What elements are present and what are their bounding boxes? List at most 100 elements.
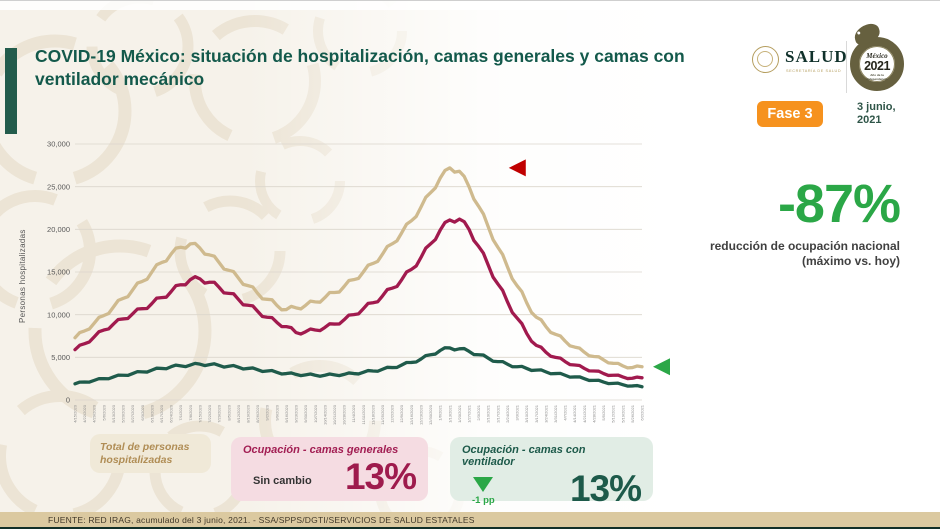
serpent-ring-icon bbox=[850, 37, 904, 91]
title-accent-bar bbox=[5, 48, 17, 134]
svg-text:1/13/2021: 1/13/2021 bbox=[447, 404, 452, 423]
svg-text:4/7/2021: 4/7/2021 bbox=[563, 404, 568, 420]
svg-text:5/26/2021: 5/26/2021 bbox=[630, 404, 635, 423]
svg-text:7/15/2020: 7/15/2020 bbox=[197, 404, 202, 423]
svg-text:10/14/2020: 10/14/2020 bbox=[322, 404, 327, 425]
svg-text:11/18/2020: 11/18/2020 bbox=[370, 404, 375, 424]
svg-text:5/19/2021: 5/19/2021 bbox=[620, 404, 625, 423]
page-title: COVID-19 México: situación de hospitaliz… bbox=[35, 46, 685, 90]
svg-text:15,000: 15,000 bbox=[47, 268, 70, 277]
svg-text:10/7/2020: 10/7/2020 bbox=[313, 404, 318, 423]
card-ventilator-value: 13% bbox=[569, 468, 642, 509]
eagle-seal-icon bbox=[752, 46, 779, 73]
y-axis-title: Personas hospitalizadas bbox=[18, 229, 27, 323]
svg-text:6/2/2021: 6/2/2021 bbox=[640, 404, 645, 420]
svg-text:7/8/2020: 7/8/2020 bbox=[188, 404, 193, 420]
chart-canvas: 0 5,000 10,000 15,000 20,000 25,000 30,000 4/15… bbox=[47, 140, 670, 425]
independence-label: Año de la Independencia bbox=[866, 72, 888, 81]
svg-text:5/5/2021: 5/5/2021 bbox=[601, 404, 606, 420]
svg-text:12/30/2020: 12/30/2020 bbox=[428, 404, 433, 425]
svg-text:8/12/2020: 8/12/2020 bbox=[236, 404, 241, 423]
logo-divider bbox=[846, 41, 847, 93]
svg-text:25,000: 25,000 bbox=[47, 182, 70, 191]
top-strip bbox=[0, 1, 940, 10]
card-total-title: Total de personas hospitalizadas bbox=[100, 441, 190, 467]
svg-text:4/15/2020: 4/15/2020 bbox=[73, 404, 78, 423]
bottom-accent-bar bbox=[0, 527, 940, 529]
svg-text:2/17/2021: 2/17/2021 bbox=[495, 404, 500, 423]
svg-text:9/23/2020: 9/23/2020 bbox=[294, 404, 299, 423]
reduction-caption-line2: (máximo vs. hoy) bbox=[801, 254, 900, 269]
svg-text:5/20/2020: 5/20/2020 bbox=[121, 404, 126, 423]
svg-text:6/10/2020: 6/10/2020 bbox=[149, 404, 154, 423]
svg-text:11/11/2020: 11/11/2020 bbox=[361, 404, 366, 424]
report-date-line1: 3 junio, bbox=[857, 101, 896, 113]
svg-text:30,000: 30,000 bbox=[47, 141, 70, 149]
phase-badge: Fase 3 bbox=[757, 101, 823, 127]
svg-text:12/9/2020: 12/9/2020 bbox=[399, 404, 404, 423]
report-date-line2: 2021 bbox=[857, 113, 882, 126]
card-ventilator-title: Ocupación - camas con ventilador bbox=[462, 444, 586, 468]
salud-wordmark: SALUD bbox=[785, 47, 848, 66]
svg-text:10/28/2020: 10/28/2020 bbox=[342, 404, 347, 425]
triangle-left-marker bbox=[653, 358, 670, 376]
salud-logo: SALUD SECRETARÍA DE SALUD bbox=[752, 45, 848, 85]
card-general-value: 13% bbox=[344, 456, 417, 497]
triangle-left-marker bbox=[508, 159, 526, 177]
svg-text:4/21/2021: 4/21/2021 bbox=[582, 404, 587, 423]
reduction-caption: reducción de ocupación nacional (máximo … bbox=[640, 239, 900, 269]
svg-text:6/24/2020: 6/24/2020 bbox=[169, 404, 174, 423]
svg-text:9/30/2020: 9/30/2020 bbox=[303, 404, 308, 423]
svg-text:6/3/2020: 6/3/2020 bbox=[140, 404, 145, 420]
card-ventilator-change-label: -1 pp bbox=[472, 495, 495, 506]
svg-text:12/16/2020: 12/16/2020 bbox=[409, 404, 414, 425]
report-date: 3 junio, 2021 bbox=[857, 101, 896, 126]
svg-text:5/13/2020: 5/13/2020 bbox=[111, 404, 116, 423]
svg-text:20,000: 20,000 bbox=[47, 225, 70, 234]
svg-text:11/4/2020: 11/4/2020 bbox=[351, 404, 356, 422]
svg-text:4/28/2021: 4/28/2021 bbox=[591, 404, 596, 423]
svg-text:5,000: 5,000 bbox=[51, 353, 70, 362]
svg-text:1/20/2021: 1/20/2021 bbox=[457, 404, 462, 423]
card-ventilator-change: -1 pp bbox=[472, 477, 495, 506]
svg-text:8/19/2020: 8/19/2020 bbox=[245, 404, 250, 423]
card-general-change: Sin cambio bbox=[253, 475, 312, 487]
svg-text:3/10/2021: 3/10/2021 bbox=[524, 404, 529, 423]
svg-text:2/24/2021: 2/24/2021 bbox=[505, 404, 510, 423]
svg-text:10/21/2020: 10/21/2020 bbox=[332, 404, 337, 425]
hospitalization-trend-chart: 0 5,000 10,000 15,000 20,000 25,000 30,000 4/15… bbox=[45, 140, 705, 441]
mexico-2021-logo: México 2021 Año de la Independencia bbox=[848, 21, 910, 99]
svg-text:0: 0 bbox=[66, 396, 70, 405]
svg-text:6/17/2020: 6/17/2020 bbox=[159, 404, 164, 423]
svg-text:12/2/2020: 12/2/2020 bbox=[390, 404, 395, 423]
svg-text:7/1/2020: 7/1/2020 bbox=[178, 404, 183, 420]
svg-text:5/6/2020: 5/6/2020 bbox=[101, 404, 106, 420]
mexico-label: México bbox=[866, 52, 888, 60]
svg-text:4/29/2020: 4/29/2020 bbox=[92, 404, 97, 423]
card-total-hospitalized: Total de personas hospitalizadas bbox=[90, 434, 211, 473]
card-general-beds: Ocupación - camas generales Sin cambio 1… bbox=[231, 437, 428, 501]
source-text: FUENTE: RED IRAG, acumulado del 3 junio,… bbox=[48, 514, 475, 525]
svg-text:5/12/2021: 5/12/2021 bbox=[611, 404, 616, 423]
svg-text:1/6/2021: 1/6/2021 bbox=[438, 404, 443, 420]
svg-text:2/10/2021: 2/10/2021 bbox=[486, 404, 491, 423]
svg-text:2/3/2021: 2/3/2021 bbox=[476, 404, 481, 420]
footer-bar: FUENTE: RED IRAG, acumulado del 3 junio,… bbox=[0, 512, 940, 527]
svg-text:1/27/2021: 1/27/2021 bbox=[467, 404, 472, 423]
svg-text:4/14/2021: 4/14/2021 bbox=[572, 404, 577, 423]
svg-text:3/24/2021: 3/24/2021 bbox=[543, 404, 548, 423]
svg-text:4/22/2020: 4/22/2020 bbox=[82, 404, 87, 423]
svg-text:3/3/2021: 3/3/2021 bbox=[515, 404, 520, 420]
svg-text:9/16/2020: 9/16/2020 bbox=[284, 404, 289, 423]
svg-text:8/5/2020: 8/5/2020 bbox=[226, 404, 231, 420]
year-label: 2021 bbox=[864, 59, 890, 73]
svg-text:3/31/2021: 3/31/2021 bbox=[553, 404, 558, 423]
card-ventilator-beds: Ocupación - camas con ventilador -1 pp 1… bbox=[450, 437, 653, 507]
triangle-down-icon bbox=[473, 477, 494, 492]
svg-text:9/2/2020: 9/2/2020 bbox=[265, 404, 270, 420]
svg-text:7/29/2020: 7/29/2020 bbox=[217, 404, 222, 423]
salud-subtitle: SECRETARÍA DE SALUD bbox=[786, 69, 842, 73]
svg-text:7/22/2020: 7/22/2020 bbox=[207, 404, 212, 423]
svg-text:11/25/2020: 11/25/2020 bbox=[380, 404, 385, 424]
